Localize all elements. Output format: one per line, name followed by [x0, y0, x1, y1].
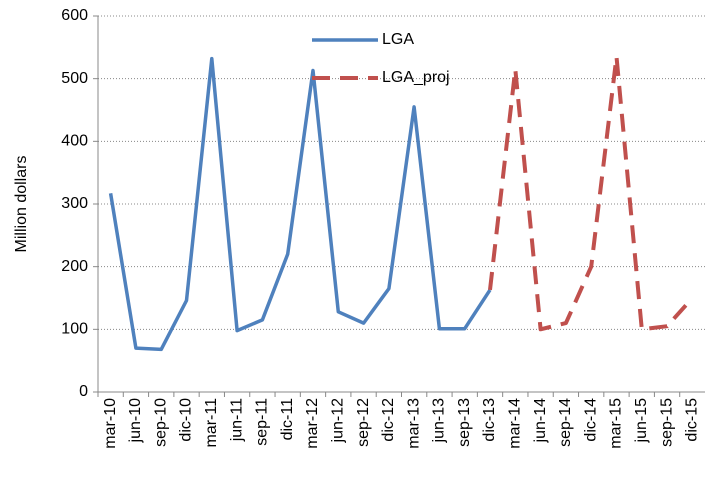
y-tick-label: 600	[61, 7, 88, 24]
y-axis-label: Million dollars	[13, 156, 30, 253]
legend-label: LGA_proj	[382, 69, 450, 86]
x-tick-label: mar-13	[405, 398, 422, 449]
x-tick-label: sep-10	[152, 398, 169, 447]
x-tick-label: jun-14	[532, 398, 549, 444]
y-tick-label: 100	[61, 321, 88, 338]
y-tick-label: 200	[61, 258, 88, 275]
series-line	[108, 56, 492, 352]
x-tick-label: mar-12	[304, 398, 321, 449]
x-tick-label: mar-14	[507, 398, 524, 449]
y-tick-label: 400	[61, 133, 88, 150]
y-tick-label: 0	[79, 383, 88, 400]
x-tick-label: dic-14	[582, 398, 599, 442]
y-tick-label: 500	[61, 70, 88, 87]
x-tick-label: mar-10	[102, 398, 119, 449]
x-tick-label: sep-13	[456, 398, 473, 447]
x-tick-label: sep-11	[254, 398, 271, 446]
x-tick-label: sep-15	[658, 398, 675, 447]
legend-label: LGA	[382, 31, 414, 48]
x-tick-label: dic-11	[279, 398, 296, 440]
series-line	[488, 54, 694, 332]
x-tick-label: dic-13	[481, 398, 498, 442]
x-tick-label: sep-14	[557, 398, 574, 447]
x-tick-label: jun-11	[228, 398, 245, 442]
x-tick-label: dic-12	[380, 398, 397, 442]
x-tick-label: mar-11	[203, 398, 220, 448]
x-tick-label: dic-10	[178, 398, 195, 442]
x-tick-label: mar-15	[608, 398, 625, 449]
x-tick-label: jun-13	[431, 398, 448, 444]
x-tick-label: jun-10	[127, 398, 144, 444]
x-tick-label: jun-15	[633, 398, 650, 444]
x-tick-label: jun-12	[329, 398, 346, 444]
x-tick-label: dic-15	[684, 398, 701, 442]
y-tick-label: 300	[61, 195, 88, 212]
x-tick-label: sep-12	[355, 398, 372, 447]
